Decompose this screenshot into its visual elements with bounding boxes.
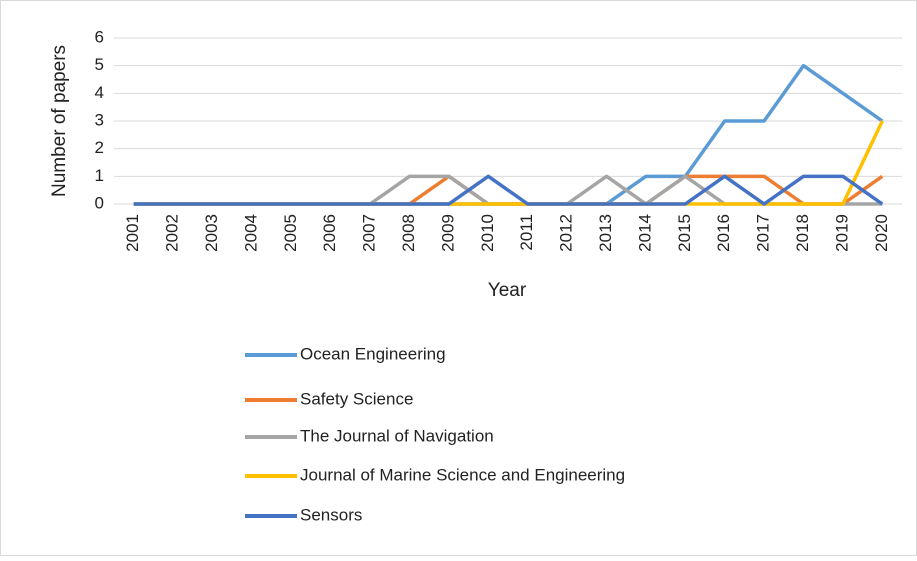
x-tick-label: 2008 [399,214,418,252]
x-tick-label: 2005 [281,214,300,252]
x-tick-label: 2009 [438,214,457,252]
x-tick-label: 2007 [360,214,379,252]
x-tick-label: 2016 [714,214,733,252]
y-tick-label: 6 [95,27,104,46]
x-tick-label: 2011 [517,214,536,251]
x-tick-label: 2018 [793,214,812,252]
x-tick-label: 2002 [163,214,182,252]
y-tick-label: 4 [95,83,104,102]
x-tick-label: 2010 [478,214,497,252]
x-axis-label: Year [488,280,527,301]
x-tick-label: 2017 [754,214,773,252]
x-tick-label: 2015 [675,214,694,252]
x-tick-label: 2012 [557,214,576,252]
y-tick-label: 2 [95,138,104,157]
x-tick-label: 2013 [596,214,615,252]
y-tick-label: 3 [95,110,104,129]
legend-label: Sensors [300,505,362,524]
legend-label: Ocean Engineering [300,344,446,363]
series-line [133,174,884,206]
y-tick-label: 0 [95,193,104,212]
legend-label: The Journal of Navigation [300,426,494,445]
y-tick-label: 1 [95,166,104,185]
x-tick-label: 2014 [635,214,654,252]
legend-label: Safety Science [300,389,413,408]
x-tick-label: 2020 [872,214,891,252]
x-tick-label: 2019 [832,214,851,252]
x-tick-label: 2004 [241,214,260,252]
y-tick-label: 5 [95,55,104,74]
y-axis-label: Number of papers [49,45,70,197]
legend-label: Journal of Marine Science and Engineerin… [300,465,625,484]
x-tick-label: 2001 [123,214,142,252]
x-tick-label: 2006 [320,214,339,252]
x-tick-label: 2003 [202,214,221,252]
